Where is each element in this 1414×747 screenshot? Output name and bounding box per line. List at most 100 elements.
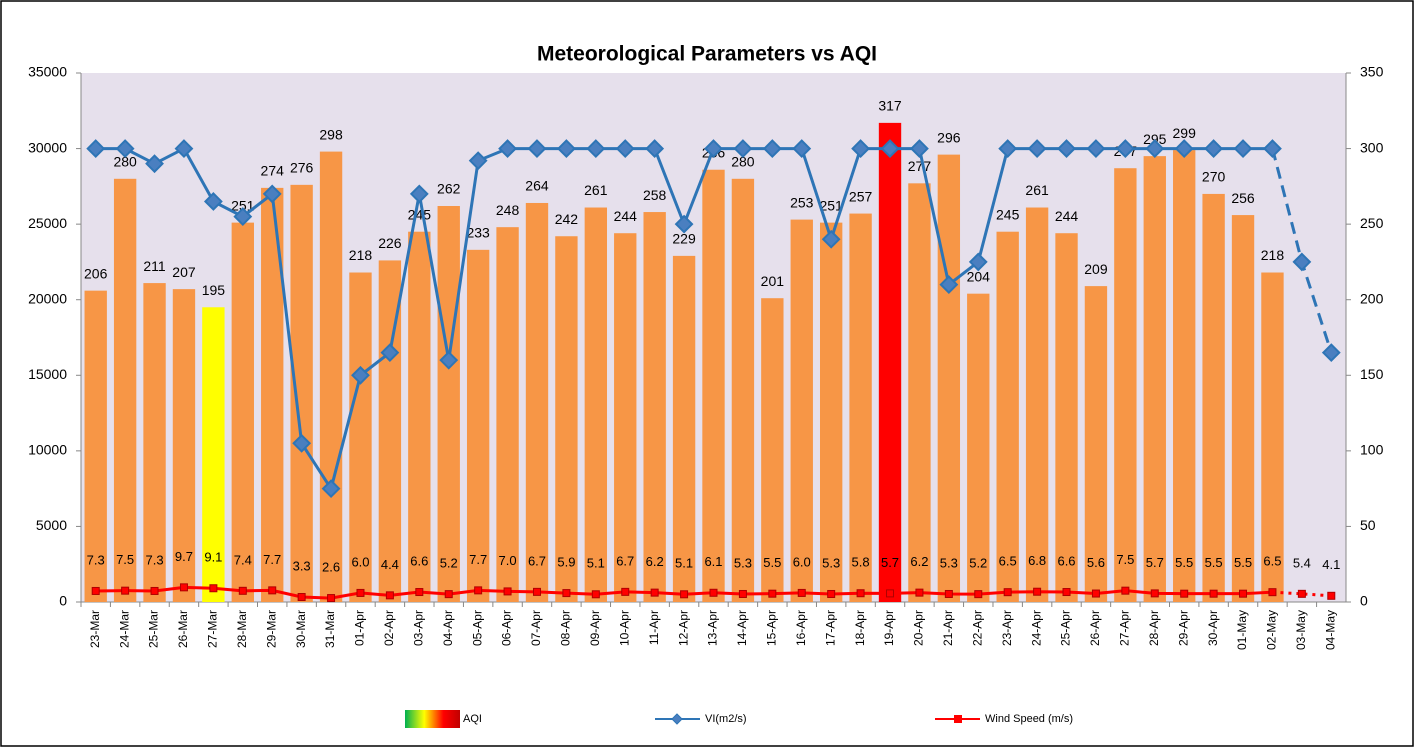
x-tick-label: 20-Apr (912, 610, 926, 646)
bar-label: 257 (849, 188, 873, 204)
line-marker (645, 139, 665, 158)
line-marker (827, 589, 836, 598)
x-tick-label: 09-Apr (588, 610, 602, 646)
line-marker (709, 588, 718, 597)
line-marker (1062, 588, 1071, 597)
x-tick-label: 26-Apr (1088, 610, 1102, 646)
line-marker (115, 139, 135, 158)
x-tick-label: 08-Apr (559, 610, 573, 646)
bar-label: 262 (437, 181, 461, 197)
x-tick-label: 01-May (1235, 610, 1249, 650)
line-marker (527, 139, 547, 158)
data-label: 5.3 (734, 555, 752, 570)
x-tick-label: 29-Mar (264, 610, 278, 648)
bar (1143, 156, 1166, 602)
bar-label: 195 (202, 282, 226, 298)
line-marker (738, 589, 747, 598)
data-label: 6.7 (616, 553, 634, 568)
line-marker (792, 139, 812, 158)
bar (1173, 150, 1196, 602)
bar-label: 253 (790, 194, 814, 210)
line-marker (821, 229, 841, 249)
x-tick-label: 24-Apr (1029, 610, 1043, 646)
x-tick-label: 30-Mar (294, 610, 308, 648)
line-marker (1150, 589, 1159, 598)
data-label: 5.3 (940, 555, 958, 570)
line-marker (1204, 139, 1224, 158)
line-marker (944, 589, 953, 598)
line-marker (1263, 139, 1282, 158)
data-label: 7.5 (116, 552, 134, 567)
line-marker (121, 586, 130, 595)
x-tick-label: 04-May (1323, 610, 1337, 650)
bar (1114, 168, 1137, 602)
bar (1231, 215, 1255, 602)
bar (1025, 207, 1049, 602)
line-marker (939, 275, 959, 295)
bar (290, 184, 313, 603)
line-marker (733, 139, 753, 158)
data-label: 4.4 (381, 557, 399, 572)
line-marker (1292, 252, 1312, 272)
x-tick-label: 25-Apr (1059, 610, 1073, 646)
line-marker (1033, 587, 1042, 596)
legend-marker (954, 715, 962, 723)
line-marker (1327, 591, 1336, 600)
bar (261, 187, 284, 602)
legend-marker (671, 713, 683, 725)
y-tick-label: 5000 (36, 517, 67, 533)
x-tick-label: 30-Apr (1206, 610, 1220, 646)
bar-label: 206 (84, 265, 108, 281)
legend-swatch (405, 710, 460, 728)
bar-label: 251 (231, 197, 255, 213)
x-tick-label: 26-Mar (176, 610, 190, 648)
bar (996, 231, 1019, 602)
line-marker (704, 139, 723, 158)
bar (908, 183, 931, 602)
bar-label: 233 (466, 225, 490, 241)
bar-label: 248 (496, 202, 520, 218)
line-marker (591, 590, 600, 599)
data-label: 2.6 (322, 560, 340, 575)
line-marker (621, 587, 630, 596)
data-label: 6.8 (1028, 553, 1046, 568)
y2-tick-label: 100 (1360, 442, 1384, 458)
x-tick-label: 05-Apr (470, 610, 484, 646)
data-label: 3.3 (293, 558, 311, 573)
bar (378, 260, 402, 602)
bar-label: 295 (1143, 131, 1167, 147)
x-tick-label: 01-Apr (353, 610, 367, 646)
line-marker (680, 590, 689, 599)
y-tick-label: 35000 (28, 64, 67, 80)
line-marker (762, 139, 782, 158)
legend-label: Wind Speed (m/s) (985, 713, 1073, 725)
line-marker (968, 252, 988, 272)
legend-label: VI(m2/s) (705, 713, 747, 725)
line-marker (1268, 588, 1277, 597)
line-marker (1057, 139, 1076, 158)
y-tick-label: 20000 (28, 290, 67, 306)
x-tick-label: 29-Apr (1176, 610, 1190, 646)
line-marker (1209, 589, 1218, 598)
data-label: 5.5 (1205, 555, 1223, 570)
line-marker (886, 589, 895, 598)
y-tick-label: 0 (59, 593, 67, 609)
bar (643, 212, 666, 602)
bar-label: 201 (761, 273, 785, 289)
bar (496, 227, 519, 602)
bar-label: 277 (908, 158, 932, 174)
y2-tick-label: 350 (1360, 64, 1384, 80)
line-marker (268, 586, 277, 595)
line-marker (150, 586, 159, 595)
line-marker (650, 588, 659, 597)
data-label: 7.3 (87, 552, 105, 567)
x-tick-label: 04-Apr (441, 610, 455, 646)
line-marker (262, 184, 282, 204)
line-marker (503, 587, 512, 596)
x-tick-label: 24-Mar (117, 610, 131, 648)
bar-label: 245 (996, 206, 1020, 222)
bar (84, 290, 107, 602)
line-marker (1115, 139, 1135, 158)
bar (555, 236, 578, 602)
x-tick-label: 28-Apr (1147, 610, 1161, 646)
